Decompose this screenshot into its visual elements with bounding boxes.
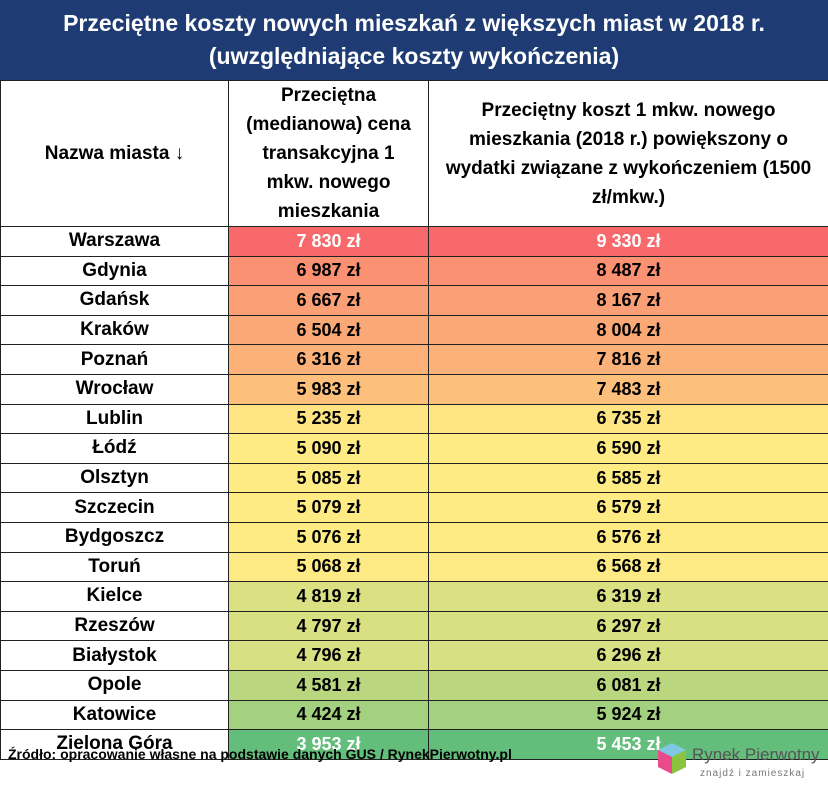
city-cell: Gdańsk [0, 285, 229, 316]
city-cell: Rzeszów [0, 610, 229, 642]
logo: Rynek Pierwotny znajdź i zamieszkaj [658, 743, 820, 779]
value-cell: 6 576 zł [428, 521, 828, 553]
city-cell: Zielona Góra [0, 729, 229, 760]
table-row: Rzeszów 4 797 zł 6 297 zł [0, 610, 828, 642]
value-cell: 6 590 zł [428, 433, 828, 464]
value-cell: 6 579 zł [428, 492, 828, 523]
value-cell: 6 297 zł [428, 610, 828, 642]
value-cell: 9 330 zł [428, 226, 828, 257]
city-cell: Bydgoszcz [0, 521, 229, 553]
table-row: Kraków 6 504 zł 8 004 zł [0, 314, 828, 346]
value-cell: 7 816 zł [428, 344, 828, 375]
value-cell: 7 483 zł [428, 373, 828, 405]
value-cell: 3 953 zł [228, 729, 429, 760]
table-row: Opole 4 581 zł 6 081 zł [0, 669, 828, 701]
value-cell: 6 319 zł [428, 581, 828, 612]
table-row: Lublin 5 235 zł 6 735 zł [0, 403, 828, 435]
value-cell: 4 819 zł [228, 581, 429, 612]
table-row: Zielona Góra 3 953 zł 5 453 zł [0, 729, 828, 760]
city-cell: Łódź [0, 433, 229, 464]
city-cell: Lublin [0, 403, 229, 435]
table: Nazwa miasta ↓ Przeciętna (medianowa) cen… [0, 80, 828, 760]
source: Źródło: opracowanie własne na podstawie … [8, 746, 512, 762]
value-cell: 5 453 zł [428, 729, 828, 760]
value-cell: 4 581 zł [228, 669, 429, 701]
value-cell: 5 983 zł [228, 373, 429, 405]
value-cell: 6 987 zł [228, 255, 429, 287]
table-row: Białystok 4 796 zł 6 296 zł [0, 640, 828, 671]
value-cell: 8 487 zł [428, 255, 828, 287]
table-row: Poznań 6 316 zł 7 816 zł [0, 344, 828, 375]
value-cell: 6 585 zł [428, 462, 828, 494]
value-cell: 6 667 zł [228, 285, 429, 316]
table-row: Olsztyn 5 085 zł 6 585 zł [0, 462, 828, 494]
value-cell: 8 167 zł [428, 285, 828, 316]
header-row: Nazwa miasta ↓ Przeciętna (medianowa) cen… [0, 80, 828, 227]
table-row: Kielce 4 819 zł 6 319 zł [0, 581, 828, 612]
value-cell: 5 924 zł [428, 699, 828, 731]
value-cell: 5 235 zł [228, 403, 429, 435]
city-cell: Poznań [0, 344, 229, 375]
city-cell: Opole [0, 669, 229, 701]
table-row: Warszawa 7 830 zł 9 330 zł [0, 226, 828, 257]
value-cell: 5 090 zł [228, 433, 429, 464]
city-cell: Kielce [0, 581, 229, 612]
title: Przeciętne koszty nowych mieszkań z więk… [0, 0, 828, 80]
table-row: Toruń 5 068 zł 6 568 zł [0, 551, 828, 583]
city-cell: Szczecin [0, 492, 229, 523]
city-cell: Gdynia [0, 255, 229, 287]
city-cell: Wrocław [0, 373, 229, 405]
city-cell: Kraków [0, 314, 229, 346]
table-row: Łódź 5 090 zł 6 590 zł [0, 433, 828, 464]
value-cell: 7 830 zł [228, 226, 429, 257]
value-cell: 6 504 zł [228, 314, 429, 346]
column-header: Przeciętna (medianowa) cena transakcyjna… [228, 80, 429, 227]
table-row: Szczecin 5 079 zł 6 579 zł [0, 492, 828, 523]
table-row: Gdynia 6 987 zł 8 487 zł [0, 255, 828, 287]
city-cell: Katowice [0, 699, 229, 731]
value-cell: 8 004 zł [428, 314, 828, 346]
city-cell: Toruń [0, 551, 229, 583]
value-cell: 5 076 zł [228, 521, 429, 553]
column-header: Przeciętny koszt 1 mkw. nowego mieszkani… [428, 80, 828, 227]
table-row: Wrocław 5 983 zł 7 483 zł [0, 373, 828, 405]
value-cell: 4 424 zł [228, 699, 429, 731]
value-cell: 6 568 zł [428, 551, 828, 583]
city-cell: Białystok [0, 640, 229, 671]
city-cell: Olsztyn [0, 462, 229, 494]
city-cell: Warszawa [0, 226, 229, 257]
table-row: Bydgoszcz 5 076 zł 6 576 zł [0, 521, 828, 553]
table-row: Katowice 4 424 zł 5 924 zł [0, 699, 828, 731]
table-row: Gdańsk 6 667 zł 8 167 zł [0, 285, 828, 316]
logo-tagline: znajdź i zamieszkaj [700, 768, 805, 779]
value-cell: 6 316 zł [228, 344, 429, 375]
logo-name: Rynek Pierwotny [692, 745, 820, 764]
value-cell: 4 796 zł [228, 640, 429, 671]
value-cell: 4 797 zł [228, 610, 429, 642]
column-header: Nazwa miasta ↓ [0, 80, 229, 227]
value-cell: 5 085 zł [228, 462, 429, 494]
value-cell: 6 735 zł [428, 403, 828, 435]
value-cell: 6 081 zł [428, 669, 828, 701]
value-cell: 5 079 zł [228, 492, 429, 523]
value-cell: 6 296 zł [428, 640, 828, 671]
value-cell: 5 068 zł [228, 551, 429, 583]
